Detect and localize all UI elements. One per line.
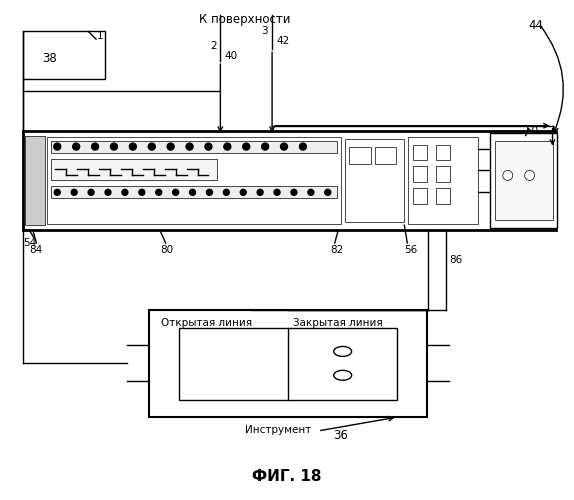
Circle shape (325, 190, 331, 196)
Bar (413, 166, 427, 182)
Bar (149, 310, 427, 417)
Circle shape (205, 143, 212, 150)
Bar (413, 188, 427, 204)
Ellipse shape (333, 346, 352, 356)
Text: 50: 50 (526, 126, 539, 136)
Bar (24, 130, 556, 230)
Text: К поверхности: К поверхности (200, 14, 291, 26)
Bar (348, 146, 371, 164)
Circle shape (156, 190, 162, 196)
Circle shape (262, 143, 269, 150)
Circle shape (105, 190, 111, 196)
Text: 44: 44 (529, 20, 544, 32)
Text: Закрытая линия: Закрытая линия (293, 318, 383, 328)
Circle shape (207, 190, 212, 196)
Circle shape (291, 190, 297, 196)
Bar (51, 158, 218, 180)
Bar (344, 138, 404, 222)
Bar (436, 144, 450, 160)
Bar (436, 188, 450, 204)
Text: 2: 2 (210, 41, 216, 51)
Text: 38: 38 (42, 52, 57, 64)
Bar (51, 186, 337, 198)
Text: 54: 54 (24, 238, 37, 248)
Bar (374, 146, 397, 164)
Circle shape (139, 190, 145, 196)
Text: 42: 42 (276, 36, 289, 46)
Text: 56: 56 (404, 245, 418, 255)
Circle shape (257, 190, 263, 196)
Circle shape (224, 143, 231, 150)
Circle shape (129, 143, 137, 150)
Circle shape (186, 143, 193, 150)
Bar (413, 144, 427, 160)
Circle shape (122, 190, 128, 196)
Bar (25, 136, 45, 225)
Text: 84: 84 (29, 245, 42, 255)
Text: 36: 36 (333, 429, 348, 442)
Bar (495, 140, 553, 220)
Circle shape (88, 190, 94, 196)
Circle shape (54, 143, 61, 150)
Ellipse shape (333, 370, 352, 380)
Circle shape (300, 143, 307, 150)
Circle shape (71, 190, 77, 196)
Text: 80: 80 (161, 245, 174, 255)
Circle shape (525, 170, 534, 180)
Circle shape (148, 143, 155, 150)
Bar (51, 140, 337, 152)
Text: ФИГ. 18: ФИГ. 18 (252, 468, 322, 483)
Bar (47, 136, 341, 224)
Circle shape (110, 143, 118, 150)
Circle shape (189, 190, 196, 196)
Circle shape (503, 170, 513, 180)
Circle shape (274, 190, 280, 196)
Bar (408, 136, 478, 224)
Circle shape (167, 143, 174, 150)
Text: 3: 3 (262, 26, 268, 36)
Circle shape (55, 190, 60, 196)
Text: Инструмент: Инструмент (245, 425, 311, 435)
Text: 82: 82 (329, 245, 343, 255)
Text: 1: 1 (97, 31, 104, 41)
Text: 40: 40 (224, 51, 238, 61)
Circle shape (241, 190, 246, 196)
Bar (490, 132, 557, 228)
Text: Открытая линия: Открытая линия (161, 318, 252, 328)
Bar (179, 328, 397, 400)
Bar (436, 166, 450, 182)
Circle shape (173, 190, 179, 196)
Circle shape (308, 190, 314, 196)
Circle shape (281, 143, 288, 150)
Text: 86: 86 (449, 255, 462, 265)
Circle shape (223, 190, 230, 196)
Bar (24, 31, 105, 79)
Circle shape (92, 143, 99, 150)
Circle shape (73, 143, 80, 150)
Circle shape (243, 143, 250, 150)
